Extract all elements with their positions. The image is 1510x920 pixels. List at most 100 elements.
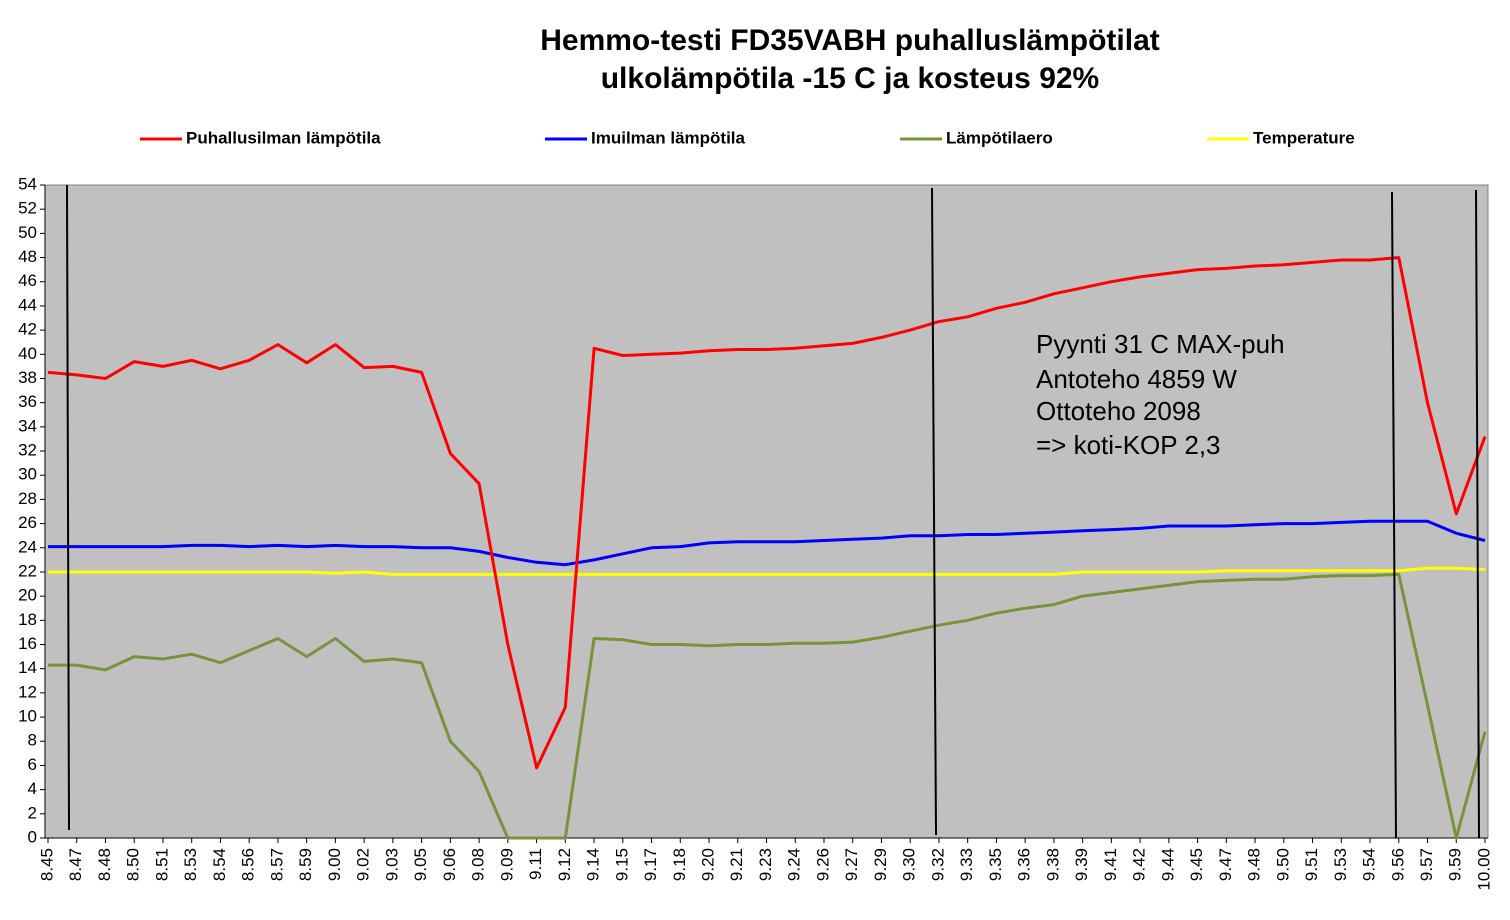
line-series [48,519,1486,567]
x-tick-label: 9.06 [440,848,459,881]
x-tick-label: 9.21 [727,848,746,881]
x-tick-label: 9.53 [1331,848,1350,881]
plot-area [44,184,1489,839]
legend-label: Puhallusilman lämpötila [186,128,381,147]
y-tick-label: 12 [18,682,37,701]
y-tick-label: 50 [18,223,37,242]
x-tick-label: 9.20 [699,848,718,881]
x-tick-label: 9.14 [584,848,603,881]
y-tick-label: 26 [18,513,37,532]
x-tick-label: 9.44 [1158,848,1177,881]
y-tick-label: 28 [18,489,37,508]
y-tick-label: 46 [18,271,37,290]
y-tick-label: 32 [18,441,37,460]
x-tick-label: 8.57 [267,848,286,881]
x-tick-label: 9.29 [871,848,890,881]
x-tick-label: 9.18 [670,848,689,881]
y-tick-label: 38 [18,368,37,387]
line-series [47,256,1487,770]
y-tick-label: 36 [18,392,37,411]
x-tick-label: 9.47 [1216,848,1235,881]
x-tick-label: 9.42 [1130,848,1149,881]
chart-title: ulkolämpötila -15 C ja kosteus 92% [601,62,1100,95]
x-tick-label: 9.03 [382,848,401,881]
line-series [48,572,1487,840]
y-tick-label: 0 [28,827,37,846]
x-tick-label: 9.00 [325,848,344,881]
x-tick-label: 9.32 [928,848,947,881]
annotation: Antoteho 4859 W [1036,364,1237,394]
y-tick-label: 54 [18,174,37,193]
x-tick-label: 9.05 [411,848,430,881]
x-tick-label: 9.15 [612,848,631,881]
x-tick-label: 9.17 [641,848,660,881]
x-tick-label: 9.39 [1072,848,1091,881]
x-tick-label: 9.11 [526,848,545,880]
x-tick-label: 9.48 [1245,848,1264,881]
x-tick-label: 8.45 [37,848,56,881]
marker-line [1475,189,1480,839]
y-tick-label: 22 [18,561,37,580]
marker-line [1391,191,1397,839]
legend-label: Lämpötilaero [946,128,1053,147]
x-tick-label: 8.50 [124,848,143,881]
y-tick-label: 20 [18,586,37,605]
x-tick-label: 8.59 [296,848,315,881]
annotation: Pyynti 31 C MAX-puh [1036,329,1285,359]
x-tick-label: 9.36 [1015,848,1034,881]
marker-line [931,187,937,836]
x-tick-label: 8.51 [152,848,171,881]
x-tick-label: 8.47 [66,848,85,881]
y-tick-label: 10 [18,707,37,726]
x-tick-label: 9.54 [1360,848,1379,881]
annotation: => koti-KOP 2,3 [1036,430,1221,460]
x-tick-label: 10.00 [1474,848,1493,891]
x-tick-label: 9.38 [1043,848,1062,881]
y-tick-label: 34 [18,416,37,435]
y-tick-label: 8 [28,731,37,750]
x-tick-label: 9.33 [957,848,976,881]
legend-label: Temperature [1253,128,1355,147]
x-tick-label: 9.35 [986,848,1005,881]
y-tick-label: 24 [18,537,37,556]
y-tick-label: 44 [18,295,37,314]
marker-line [66,184,70,831]
y-tick-label: 30 [18,465,37,484]
y-tick-label: 6 [28,755,37,774]
y-tick-label: 42 [18,320,37,339]
x-tick-label: 9.12 [555,848,574,881]
y-tick-label: 16 [18,634,37,653]
y-tick-label: 52 [18,199,37,218]
x-tick-label: 9.56 [1388,848,1407,881]
chart-title: Hemmo-testi FD35VABH puhalluslämpötilat [540,24,1160,57]
x-tick-label: 8.48 [95,848,114,881]
y-tick-label: 2 [28,803,37,822]
x-tick-label: 9.51 [1302,848,1321,881]
x-tick-label: 9.02 [354,848,373,881]
x-tick-label: 9.45 [1187,848,1206,881]
x-tick-label: 9.57 [1417,848,1436,881]
line-series [48,566,1486,576]
y-tick-label: 40 [18,344,37,363]
x-tick-label: 9.08 [469,848,488,881]
marker-lines [66,184,1480,839]
x-tick-label: 8.53 [181,848,200,881]
y-tick-label: 48 [18,247,37,266]
y-tick-label: 18 [18,610,37,629]
x-tick-label: 8.54 [210,848,229,881]
x-tick-label: 9.41 [1101,848,1120,881]
x-tick-label: 9.50 [1273,848,1292,881]
x-tick-label: 8.56 [239,848,258,881]
x-tick-label: 9.23 [756,848,775,881]
x-tick-label: 9.26 [813,848,832,881]
x-tick-label: 9.09 [497,848,516,881]
x-tick-label: 9.24 [785,848,804,881]
x-tick-label: 9.27 [842,848,861,881]
y-tick-label: 4 [28,779,37,798]
annotation: Ottoteho 2098 [1036,396,1201,426]
y-tick-label: 14 [18,658,37,677]
legend-label: Imuilman lämpötila [591,128,746,147]
x-tick-label: 9.59 [1446,848,1465,881]
x-tick-label: 9.30 [900,848,919,881]
